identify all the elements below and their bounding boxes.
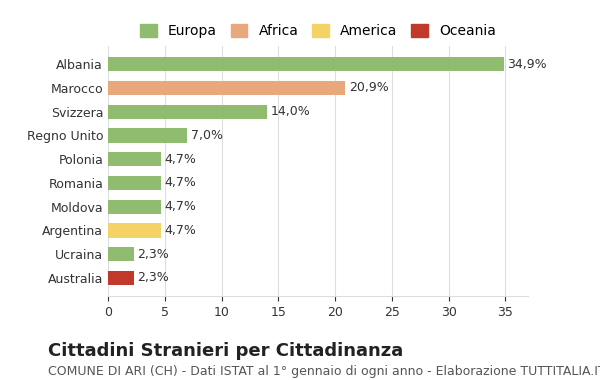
Text: 4,7%: 4,7% (165, 200, 197, 213)
Bar (108, 57, 504, 71)
Bar (108, 247, 134, 261)
Text: 2,3%: 2,3% (137, 271, 169, 284)
Bar (108, 105, 267, 119)
Bar (108, 271, 134, 285)
Text: 4,7%: 4,7% (165, 153, 197, 166)
Text: COMUNE DI ARI (CH) - Dati ISTAT al 1° gennaio di ogni anno - Elaborazione TUTTIT: COMUNE DI ARI (CH) - Dati ISTAT al 1° ge… (48, 365, 600, 378)
Text: Cittadini Stranieri per Cittadinanza: Cittadini Stranieri per Cittadinanza (48, 342, 403, 360)
Bar (108, 176, 161, 190)
Text: 4,7%: 4,7% (165, 224, 197, 237)
Text: 34,9%: 34,9% (508, 58, 547, 71)
Bar (108, 81, 345, 95)
Text: 7,0%: 7,0% (191, 129, 223, 142)
Legend: Europa, Africa, America, Oceania: Europa, Africa, America, Oceania (136, 20, 500, 42)
Bar (108, 200, 161, 214)
Text: 20,9%: 20,9% (349, 81, 388, 94)
Bar (108, 152, 161, 166)
Text: 2,3%: 2,3% (137, 248, 169, 261)
Text: 14,0%: 14,0% (271, 105, 310, 118)
Bar (108, 128, 187, 142)
Text: 4,7%: 4,7% (165, 176, 197, 189)
Bar (108, 223, 161, 238)
